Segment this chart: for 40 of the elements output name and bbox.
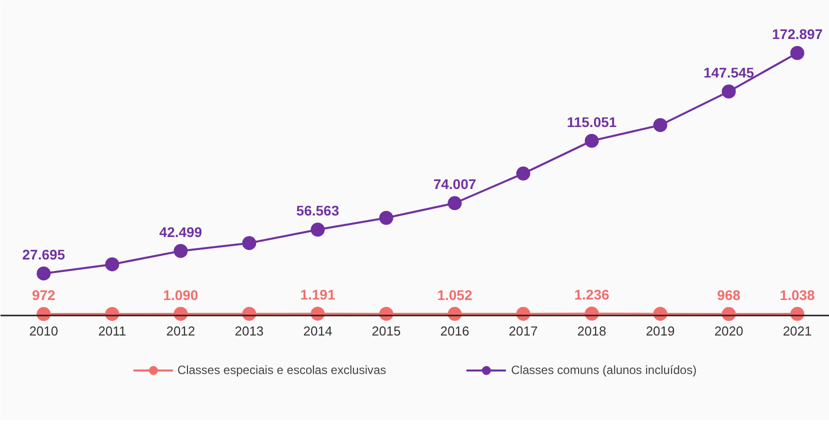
point — [516, 166, 530, 181]
point — [790, 46, 804, 60]
data-label: 968 — [717, 287, 741, 304]
data-label: 172.897 — [772, 26, 823, 42]
point — [584, 134, 599, 148]
data-label: 56.563 — [296, 202, 340, 219]
x-tick-label: 2015 — [372, 324, 401, 338]
data-label: 27.695 — [22, 246, 66, 262]
x-tick-label: 2013 — [234, 324, 264, 338]
point — [653, 118, 668, 132]
legend-label: Classes comuns (alunos incluídos) — [511, 363, 697, 377]
x-tick-label: 2021 — [782, 324, 812, 338]
x-tick-label: 2016 — [440, 324, 470, 338]
data-label: 1.236 — [574, 286, 610, 303]
x-tick-label: 2017 — [508, 324, 538, 338]
point — [448, 196, 462, 210]
data-label: 972 — [32, 287, 56, 304]
legend-label: Classes especiais e escolas exclusivas — [177, 363, 386, 377]
data-label: 115.051 — [566, 114, 617, 130]
x-tick-label: 2011 — [98, 324, 126, 338]
point — [310, 222, 325, 237]
x-tick-label: 2012 — [166, 324, 196, 338]
point — [722, 84, 736, 98]
data-label: 1.191 — [300, 286, 336, 303]
point — [174, 244, 188, 258]
data-label: 42.499 — [159, 224, 202, 240]
x-tick-label: 2010 — [29, 324, 58, 338]
x-tick-label: 2014 — [303, 324, 332, 338]
point — [242, 236, 256, 250]
data-label: 1.038 — [780, 286, 816, 303]
x-tick-label: 2019 — [646, 324, 675, 338]
point — [36, 266, 51, 280]
x-tick-label: 2020 — [714, 324, 744, 338]
data-label: 1.090 — [163, 286, 198, 303]
point — [379, 210, 394, 225]
point — [105, 257, 120, 272]
data-label: 1.052 — [437, 286, 472, 303]
data-label: 74.007 — [433, 176, 476, 192]
data-label: 147.545 — [703, 64, 754, 80]
x-tick-label: 2018 — [577, 324, 606, 338]
